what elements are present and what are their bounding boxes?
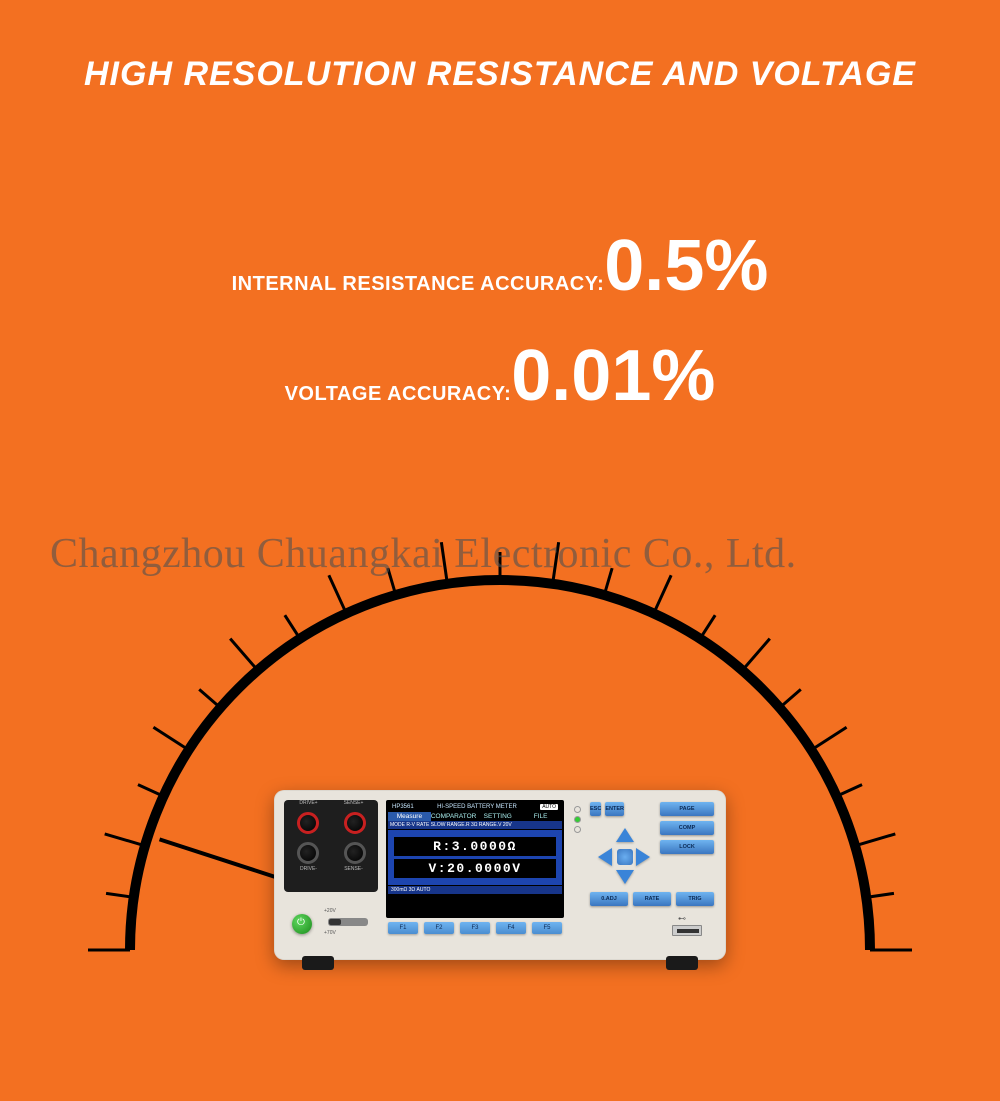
button-page[interactable]: PAGE [660,802,714,816]
spec-voltage: VOLTAGE ACCURACY:0.01% [0,335,1000,417]
comparator-leds [574,806,586,890]
switch-label-low: +20V [324,908,336,914]
fkey-f2[interactable]: F2 [424,922,454,934]
button-0adj[interactable]: 0.ADJ [590,892,628,906]
terminal-sense-plus[interactable] [344,812,366,834]
screen-footer: 300mΩ 3Ω AUTO [388,886,562,894]
fkey-f4[interactable]: F4 [496,922,526,934]
terminal-drive-minus[interactable] [297,842,319,864]
led-lo [574,826,581,833]
arrow-up-button[interactable] [616,828,634,842]
spec-voltage-label: VOLTAGE ACCURACY: [285,383,512,405]
watermark-text: Changzhou Chuangkai Electronic Co., Ltd. [50,530,950,578]
lcd-screen: HP3561 HI-SPEED BATTERY METER AUTO Measu… [386,800,564,918]
screen-tab-comparator[interactable]: COMPARATOR [431,812,477,821]
fkey-f5[interactable]: F5 [532,922,562,934]
arrow-right-button[interactable] [636,848,650,866]
terminal-panel: DRIVE+SENSE+ DRIVE-SENSE- [284,800,378,892]
usb-port[interactable] [672,925,702,936]
button-lock[interactable]: LOCK [660,840,714,854]
screen-model: HP3561 [392,804,414,810]
dpad [596,828,652,884]
lbl-drive-n: DRIVE- [286,866,331,872]
screen-title: HI-SPEED BATTERY METER [437,804,517,810]
spec-resistance-value: 0.5% [604,226,768,306]
led-hi [574,806,581,813]
fkey-f3[interactable]: F3 [460,922,490,934]
battery-meter-instrument: DRIVE+SENSE+ DRIVE-SENSE- +20V +70V HP35… [274,790,726,960]
terminal-drive-plus[interactable] [297,812,319,834]
dpad-center-button[interactable] [617,849,633,865]
reading-resistance: R:3.0000Ω [394,837,556,856]
voltage-range-switch[interactable]: +20V +70V [324,908,370,940]
button-rate[interactable]: RATE [633,892,671,906]
spec-resistance-label: INTERNAL RESISTANCE ACCURACY: [232,273,605,295]
switch-label-high: +70V [324,930,336,936]
arrow-down-button[interactable] [616,870,634,884]
lbl-drive-p: DRIVE+ [286,800,331,806]
spec-voltage-value: 0.01% [511,336,715,416]
power-button[interactable] [292,914,312,934]
screen-tab-measure[interactable]: Measure [388,812,431,821]
lbl-sense-n: SENSE- [331,866,376,872]
screen-tab-setting[interactable]: SETTING [476,812,519,821]
lbl-sense-p: SENSE+ [331,800,376,806]
spec-resistance: INTERNAL RESISTANCE ACCURACY:0.5% [0,225,1000,307]
screen-auto-badge: AUTO [540,804,558,810]
button-esc[interactable]: ESC [590,802,601,816]
terminal-sense-minus[interactable] [344,842,366,864]
led-in [574,816,581,823]
screen-tab-file[interactable]: FILE [519,812,562,821]
screen-status-line: MODE R-V RATE SLOW RANGE.R 3Ω RANGE.V 20… [388,821,562,829]
button-enter[interactable]: ENTER [605,802,624,816]
arrow-left-button[interactable] [598,848,612,866]
page-title: HIGH RESOLUTION RESISTANCE AND VOLTAGE [0,0,1000,94]
button-trig[interactable]: TRIG [676,892,714,906]
fkey-f1[interactable]: F1 [388,922,418,934]
button-comp[interactable]: COMP [660,821,714,835]
reading-voltage: V:20.0000V [394,859,556,878]
usb-icon: ⊷ [678,914,686,923]
